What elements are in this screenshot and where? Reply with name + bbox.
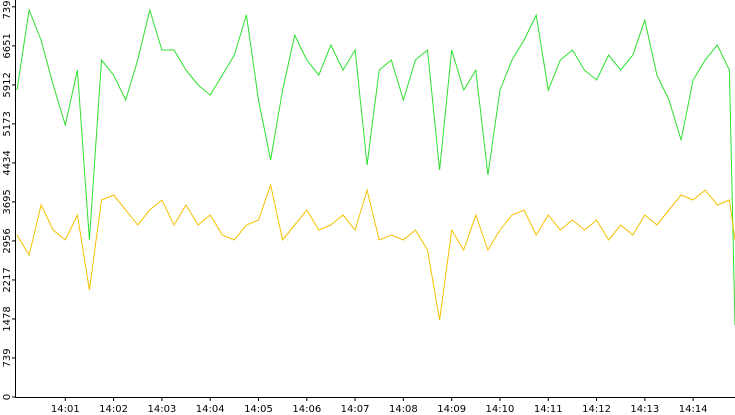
series-line (16, 8, 735, 326)
y-tick-label: 0 (2, 394, 13, 400)
y-tick-label: 5173 (2, 111, 13, 136)
x-tick-label: 14:14 (679, 404, 708, 415)
x-tick-label: 14:06 (292, 404, 321, 415)
x-tick-label: 14:13 (630, 404, 659, 415)
x-tick-label: 14:08 (389, 404, 418, 415)
y-tick-label: 6651 (2, 33, 13, 58)
x-tick-label: 14:07 (341, 404, 370, 415)
x-tick-label: 14:09 (437, 404, 466, 415)
series-line (16, 183, 735, 321)
x-tick-label: 14:02 (99, 404, 128, 415)
y-tick-label: 2956 (2, 228, 13, 253)
y-tick-label: 4434 (2, 150, 13, 175)
x-tick-label: 14:11 (534, 404, 563, 415)
x-tick-label: 14:03 (147, 404, 176, 415)
x-tick-label: 14:10 (486, 404, 515, 415)
y-tick-label: 3695 (2, 189, 13, 214)
y-tick-label: 2217 (2, 267, 13, 292)
x-tick-label: 14:04 (196, 404, 225, 415)
y-tick-label: 5912 (2, 72, 13, 97)
x-tick-label: 14:12 (582, 404, 611, 415)
y-tick-label: 739 (2, 348, 13, 367)
x-tick-label: 14:01 (51, 404, 80, 415)
y-tick-label: 7391 (2, 0, 13, 20)
y-tick-label: 1478 (2, 306, 13, 331)
x-tick-label: 14:05 (244, 404, 273, 415)
